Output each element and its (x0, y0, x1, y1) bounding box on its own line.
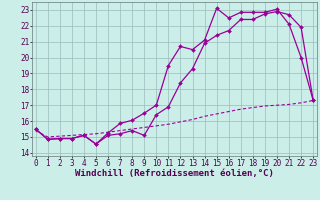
X-axis label: Windchill (Refroidissement éolien,°C): Windchill (Refroidissement éolien,°C) (75, 169, 274, 178)
